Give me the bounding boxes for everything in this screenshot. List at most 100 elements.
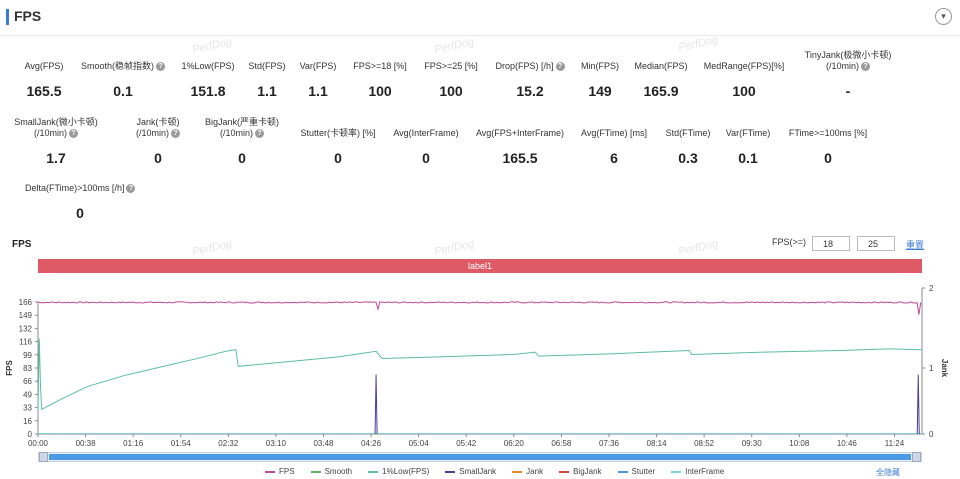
metric-value: 0 [824, 150, 832, 166]
metric-label-unit: (/10min)? [187, 128, 297, 139]
y-tick-label: 66 [23, 377, 32, 386]
metric-value: 100 [732, 83, 756, 99]
metric-12: TinyJank(极微小卡顿) (/10min)? - [793, 50, 903, 99]
legend-swatch [617, 470, 628, 473]
x-tick-label: 07:36 [599, 439, 620, 448]
legend-item-smalljank[interactable]: SmallJank [445, 467, 496, 476]
metric-label: Avg(FTime) [ms] [580, 128, 647, 138]
metric-value: 0 [422, 150, 430, 166]
collapse-chevron-icon[interactable]: ▾ [935, 8, 952, 25]
metric-5: Avg(InterFrame) 0 [371, 128, 481, 166]
reset-filter-link[interactable]: 重置 [906, 240, 925, 250]
metric-7: FPS>=25 [%] 100 [396, 61, 506, 99]
y-tick-label: 49 [23, 390, 32, 399]
label-band[interactable]: label1 [38, 259, 922, 273]
watermark: PerfDog [433, 35, 476, 57]
help-icon[interactable]: ? [171, 129, 180, 139]
zoom-slider[interactable] [38, 452, 922, 462]
y2-axis-title: Jank [940, 359, 949, 378]
legend-label: Smooth [324, 467, 353, 476]
metric-1: Avg(FPS) 165.5 [0, 61, 99, 99]
y-tick-label: 166 [19, 298, 33, 307]
metric-8: Drop(FPS) [/h]? 15.2 [475, 61, 585, 99]
metric-11: MedRange(FPS)[%] 100 [689, 61, 799, 99]
chart-legend: FPS Smooth 1%Low(FPS) SmallJank Jank BigJank S… [265, 467, 740, 477]
zoom-range-fill[interactable] [49, 454, 911, 460]
metric-5: Var(FPS) 1.1 [263, 61, 373, 99]
zoom-handle-left[interactable] [39, 452, 48, 462]
metric-value: 1.7 [46, 150, 66, 166]
legend-item-fps[interactable]: FPS [265, 467, 295, 476]
metric-value: - [845, 83, 851, 99]
metric-2: Jank(卡顿) (/10min)? 0 [103, 117, 213, 166]
y-tick-label: 83 [23, 364, 32, 373]
metric-label: FPS>=18 [%] [353, 61, 407, 71]
legend-item-interframe[interactable]: InterFrame [671, 467, 724, 476]
fps-threshold-input-2[interactable] [857, 236, 895, 251]
help-icon[interactable]: ? [69, 129, 78, 139]
x-tick-label: 05:04 [409, 439, 430, 448]
help-icon[interactable]: ? [555, 62, 565, 72]
metric-label: Avg(FPS) [24, 61, 64, 71]
legend-item-bigjank[interactable]: BigJank [559, 467, 602, 476]
series-1-low-fps-line [37, 338, 923, 411]
help-icon[interactable]: ? [156, 62, 165, 72]
help-icon[interactable]: ? [861, 62, 870, 72]
metric-label: Drop(FPS) [/h]? [475, 61, 585, 72]
metric-8: Std(FTime) 0.3 [633, 128, 743, 166]
legend-item-stutter[interactable]: Stutter [617, 467, 655, 476]
metric-label: Var(FPS) [299, 61, 337, 71]
hide-all-series-link[interactable]: 全隐藏 [876, 468, 900, 477]
metric-value: 100 [439, 83, 463, 99]
metric-value: 6 [610, 150, 618, 166]
watermark: PerfDog [191, 237, 234, 259]
x-tick-label: 08:52 [694, 439, 715, 448]
metric-value: 100 [368, 83, 392, 99]
metric-value: 1.1 [308, 83, 328, 99]
metric-2: Smooth(稳帧指数)? 0.1 [68, 61, 178, 99]
metric-label: Var(FTime) [725, 128, 771, 138]
legend-swatch [559, 470, 570, 473]
x-tick-label: 08:14 [647, 439, 668, 448]
y2-tick-label: 1 [929, 364, 934, 373]
metric-label: Std(FTime) [665, 128, 711, 138]
help-icon[interactable]: ? [255, 129, 264, 139]
x-tick-label: 06:58 [551, 439, 572, 448]
legend-item-smooth[interactable]: Smooth [310, 467, 353, 476]
x-tick-label: 04:26 [361, 439, 382, 448]
help-icon[interactable]: ? [126, 184, 136, 194]
metric-label: Avg(InterFrame) [393, 128, 459, 138]
legend-item-1-low-fps-[interactable]: 1%Low(FPS) [368, 467, 429, 476]
zoom-handle-right[interactable] [912, 452, 921, 462]
watermark: PerfDog [677, 237, 720, 259]
metric-label: Delta(FTime)>100ms [/h]? [25, 183, 136, 194]
metric-label: Std(FPS) [248, 61, 286, 71]
metric-label: Jank(卡顿) [136, 117, 180, 127]
metric-label: Stutter(卡顿率) [%] [300, 128, 376, 138]
legend-label: 1%Low(FPS) [382, 467, 430, 476]
legend-swatch [512, 470, 523, 473]
metric-4: Stutter(卡顿率) [%] 0 [283, 128, 393, 166]
metric-10: Median(FPS) 165.9 [606, 61, 716, 99]
x-tick-label: 06:20 [504, 439, 525, 448]
metric-6: Avg(FPS+InterFrame) 165.5 [465, 128, 575, 166]
x-tick-label: 10:46 [837, 439, 858, 448]
metric-9: Min(FPS) 149 [545, 61, 655, 99]
legend-swatch [671, 470, 682, 473]
watermark: PerfDog [191, 35, 234, 57]
y-axis-title: FPS [5, 360, 14, 376]
metric-label: SmallJank(微小卡顿) [14, 117, 98, 127]
fps-threshold-input-1[interactable] [812, 236, 850, 251]
legend-label: BigJank [573, 467, 602, 476]
legend-swatch [445, 470, 456, 473]
x-tick-label: 03:10 [266, 439, 287, 448]
watermark: PerfDog [677, 33, 720, 55]
metric-value: 0 [154, 150, 162, 166]
metric-value: 15.2 [516, 83, 544, 99]
y2-tick-label: 2 [929, 284, 934, 293]
y-tick-label: 0 [28, 430, 33, 439]
y-tick-label: 116 [19, 338, 32, 347]
fps-chart[interactable]: 0 16 33 49 66 83 99 116 132 149 166 0 1 2 FPS Jank 00:00… [0, 276, 960, 452]
metric-3: BigJank(严重卡顿) (/10min)? 0 [187, 117, 297, 166]
legend-item-jank[interactable]: Jank [512, 467, 543, 476]
